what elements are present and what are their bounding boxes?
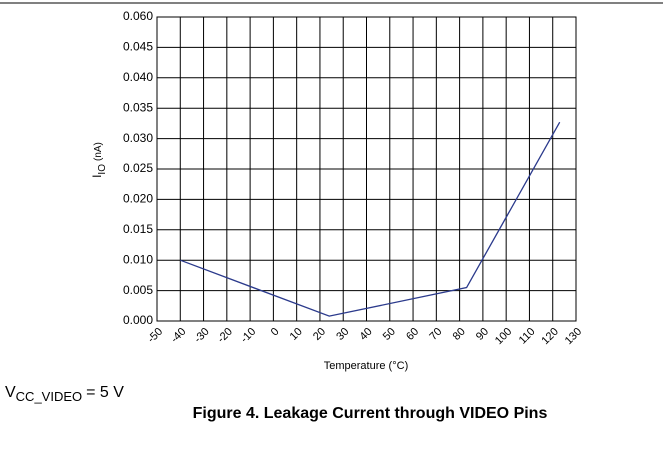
x-tick-label: 40 xyxy=(358,326,375,343)
x-tick-label: 90 xyxy=(474,326,491,343)
y-tick-label: 0.060 xyxy=(123,9,153,23)
x-tick-label: 60 xyxy=(404,326,421,343)
x-tick-label: 30 xyxy=(334,326,351,343)
x-tick-label: -50 xyxy=(145,326,165,346)
x-axis-label: Temperature (°C) xyxy=(324,360,408,372)
x-tick-label: 50 xyxy=(381,326,398,343)
y-tick-label: 0.000 xyxy=(123,313,153,327)
y-label-main: I xyxy=(90,175,104,178)
y-axis-label: IIO (nA) xyxy=(90,142,107,178)
condition-sub: CC_VIDEO xyxy=(16,389,82,404)
data-line xyxy=(180,121,561,317)
x-tick-label: 10 xyxy=(288,326,305,343)
y-tick-label: 0.025 xyxy=(123,161,153,175)
x-tick-label: -20 xyxy=(215,326,235,346)
x-tick-label: 70 xyxy=(427,326,444,343)
condition-main: V xyxy=(5,384,16,401)
y-label-unit: (nA) xyxy=(93,142,104,161)
x-tick-label: 100 xyxy=(493,326,514,347)
condition-rest: = 5 V xyxy=(86,384,124,401)
y-tick-label: 0.030 xyxy=(123,131,153,145)
x-tick-label: 120 xyxy=(539,326,560,347)
x-tick-label: -10 xyxy=(239,326,259,346)
x-tick-label: -40 xyxy=(169,326,189,346)
plot-frame xyxy=(156,16,577,322)
condition: VCC_VIDEO = 5 V xyxy=(5,384,124,404)
y-tick-label: 0.005 xyxy=(123,283,153,297)
y-tick-label: 0.015 xyxy=(123,222,153,236)
x-tick-label: 130 xyxy=(563,326,584,347)
y-label-sub: IO xyxy=(97,164,108,175)
caption: Figure 4. Leakage Current through VIDEO … xyxy=(193,405,548,422)
x-tick-label: 110 xyxy=(517,326,538,347)
y-tick-label: 0.035 xyxy=(123,100,153,114)
x-tick-label: -30 xyxy=(192,326,212,346)
y-tick-label: 0.045 xyxy=(123,40,153,54)
y-tick-label: 0.020 xyxy=(123,192,153,206)
y-tick-label: 0.040 xyxy=(123,70,153,84)
y-tick-label: 0.010 xyxy=(123,252,153,266)
x-tick-label: 0 xyxy=(269,326,282,339)
x-tick-label: 80 xyxy=(451,326,468,343)
x-tick-label: 20 xyxy=(311,326,328,343)
